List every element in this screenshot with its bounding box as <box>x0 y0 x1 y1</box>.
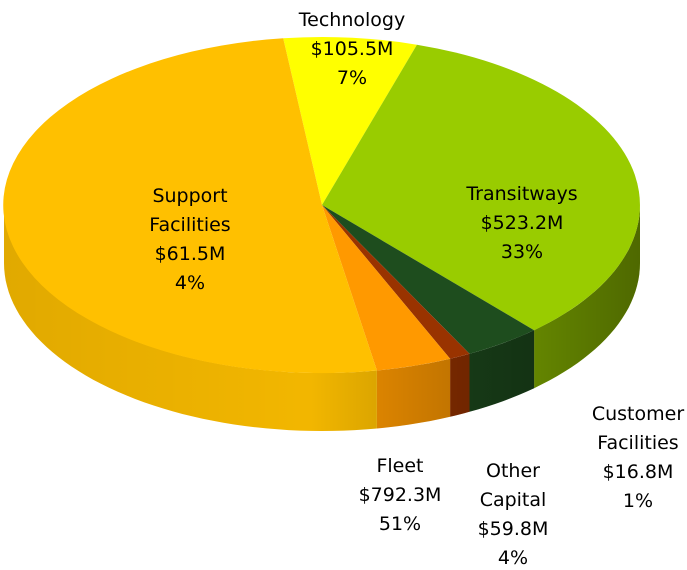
pie-side-shade <box>469 330 535 412</box>
pie-slice <box>3 38 377 374</box>
slice-name: Support Facilities <box>149 185 231 236</box>
slice-value: $792.3M <box>358 484 442 506</box>
slice-value: $523.2M <box>480 212 564 234</box>
slice-value: $59.8M <box>477 518 549 540</box>
slice-value: $105.5M <box>310 38 394 60</box>
slice-percent: 4% <box>497 547 529 569</box>
slice-percent: 51% <box>378 513 422 535</box>
slice-label: Customer Facilities $16.8M 1% <box>588 400 687 516</box>
slice-label: Other Capital $59.8M 4% <box>463 457 563 570</box>
slice-label: Fleet $792.3M 51% <box>355 452 445 539</box>
slice-name: Customer Facilities <box>591 403 685 454</box>
pie-slice <box>322 205 470 359</box>
slice-label: Transitways $523.2M 33% <box>457 180 587 267</box>
pie-slice <box>322 205 535 354</box>
slice-name: Technology <box>298 9 406 31</box>
pie-slice <box>322 44 640 331</box>
pie-slice <box>322 205 451 371</box>
pie-side-shade <box>4 205 377 431</box>
pie-side-shade <box>534 205 640 389</box>
slice-percent: 1% <box>622 490 654 512</box>
slice-value: $16.8M <box>602 461 674 483</box>
slice-value: $61.5M <box>154 243 226 265</box>
slice-percent: 4% <box>174 272 206 294</box>
pie-slice <box>283 37 417 206</box>
slice-label: Technology $105.5M 7% <box>287 6 417 93</box>
slice-name: Fleet <box>376 455 424 477</box>
slice-name: Other Capital <box>479 460 547 511</box>
slice-percent: 7% <box>336 67 368 89</box>
slice-name: Transitways <box>466 183 578 205</box>
slice-label: Support Facilities $61.5M 4% <box>125 182 255 298</box>
pie-side-shade <box>450 353 470 417</box>
slice-percent: 33% <box>500 241 544 263</box>
pie-side-shade <box>376 358 451 429</box>
